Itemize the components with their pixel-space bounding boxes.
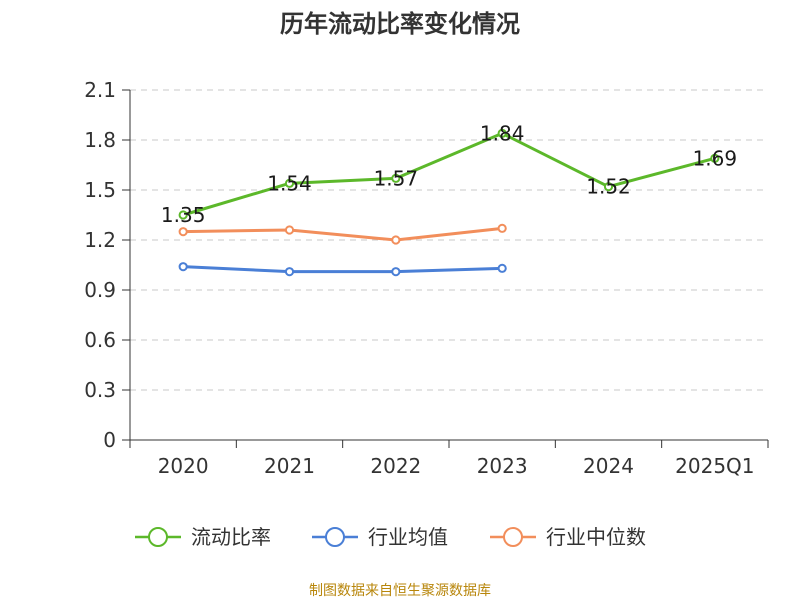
legend-label: 行业中位数 [546, 525, 646, 549]
y-tick-label: 1.2 [84, 228, 116, 252]
series-0 [178, 128, 720, 220]
data-point [391, 267, 401, 277]
y-tick-label: 0.3 [84, 378, 116, 402]
data-point [178, 262, 188, 272]
data-point [178, 210, 188, 220]
y-tick-label: 1.5 [84, 178, 116, 202]
data-label: 1.84 [480, 121, 525, 145]
data-point [391, 235, 401, 245]
x-tick-label: 2024 [583, 454, 634, 478]
series-group [178, 128, 720, 277]
series-line [183, 226, 503, 242]
y-tick-label: 0.6 [84, 328, 116, 352]
data-point [497, 128, 507, 138]
y-tick-label: 0.9 [84, 278, 116, 302]
data-labels: 1.35 1.54 1.57 1.84 1.52 1.69 [161, 121, 737, 227]
y-axis-ticks: 0 0.3 0.6 0.9 1.2 1.5 1.8 2.1 [84, 78, 130, 452]
data-point [710, 153, 720, 163]
x-tick-label: 2021 [264, 454, 315, 478]
legend-item-0: 流动比率 [135, 525, 271, 549]
x-tick-label: 2025Q1 [675, 454, 754, 478]
legend-label: 行业均值 [368, 525, 448, 549]
data-label: 1.54 [267, 171, 312, 195]
x-tick-label: 2023 [477, 454, 528, 478]
y-tick-label: 0 [103, 428, 116, 452]
data-point [284, 225, 295, 235]
series-line [183, 265, 503, 274]
legend-label: 流动比率 [191, 525, 271, 549]
y-tick-label: 2.1 [84, 78, 116, 102]
legend-item-1: 行业均值 [312, 525, 448, 549]
data-point [497, 263, 507, 273]
data-point [391, 173, 401, 183]
legend-item-2: 行业中位数 [490, 525, 646, 549]
series-1 [178, 262, 507, 277]
legend-marker [503, 527, 523, 547]
legend-marker [325, 527, 345, 547]
data-point [178, 227, 188, 237]
chart-title: 历年流动比率变化情况 [280, 10, 520, 38]
data-point [497, 223, 507, 233]
data-label: 1.57 [374, 166, 419, 190]
data-point [284, 267, 295, 277]
x-tick-label: 2020 [158, 454, 209, 478]
data-point [284, 178, 295, 188]
grid-lines [130, 89, 768, 391]
series-line [182, 131, 716, 217]
data-point [603, 182, 614, 192]
data-label: 1.35 [161, 203, 206, 227]
legend-marker [148, 527, 168, 547]
series-2 [178, 223, 507, 245]
source-note: 制图数据来自恒生聚源数据库 [309, 583, 491, 599]
legend: 流动比率 行业均值 行业中位数 [135, 525, 646, 549]
data-label: 1.52 [586, 175, 631, 199]
y-tick-label: 1.8 [84, 128, 116, 152]
x-axis-ticks: 2020 2021 2022 2023 2024 2025Q1 [129, 440, 769, 478]
x-tick-label: 2022 [370, 454, 421, 478]
data-label: 1.69 [693, 146, 738, 170]
axes [129, 90, 768, 441]
